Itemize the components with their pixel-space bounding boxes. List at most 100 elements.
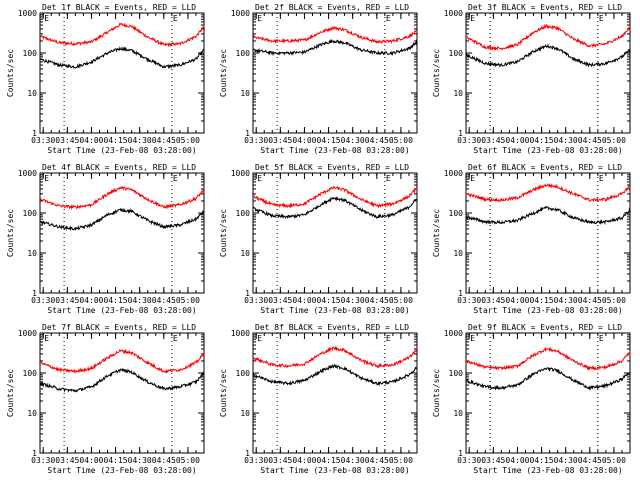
x-tick-label: 04:30 [554, 296, 578, 305]
plot-frame [252, 12, 418, 134]
x-tick-label: 04:00 [79, 456, 103, 465]
x-tick-label: 03:45 [55, 456, 79, 465]
x-tick-label: 04:30 [554, 456, 578, 465]
x-tick-label: 03:30 [457, 456, 481, 465]
y-tick-label: 1000 [18, 169, 37, 178]
plot-frame [39, 12, 205, 134]
series-line-lld [252, 185, 418, 209]
y-tick-label: 100 [449, 369, 464, 378]
chart-title: Det 2f BLACK = Events, RED = LLD [255, 3, 409, 12]
plot-frame [39, 332, 205, 454]
x-tick-label: 04:45 [578, 456, 602, 465]
y-tick-label: 100 [23, 49, 38, 58]
x-tick-label: 04:30 [341, 456, 365, 465]
y-tick-label: 1 [32, 289, 37, 298]
series-line-events [465, 205, 631, 226]
y-tick-label: 100 [449, 49, 464, 58]
y-tick-label: 1000 [18, 329, 37, 338]
y-tick-label: 1000 [231, 9, 250, 18]
x-tick-label: 03:45 [55, 136, 79, 145]
x-tick-label: 03:30 [31, 456, 55, 465]
y-tick-label: 1000 [444, 9, 463, 18]
event-marker-label: E [257, 14, 262, 23]
y-tick-label: 10 [240, 409, 250, 418]
x-tick-label: 04:45 [365, 296, 389, 305]
event-marker-label: E [44, 174, 49, 183]
event-marker-label: E [173, 14, 178, 23]
y-tick-label: 10 [27, 249, 37, 258]
x-tick-label: 04:15 [317, 456, 341, 465]
x-tick-label: 03:30 [244, 296, 268, 305]
y-tick-label: 1000 [231, 329, 250, 338]
y-axis-label: Counts/sec [432, 369, 441, 417]
series-line-events [252, 363, 418, 387]
y-axis-label: Counts/sec [219, 209, 228, 257]
series-line-lld [465, 183, 631, 203]
y-axis-label: Counts/sec [6, 49, 15, 97]
chart-title: Det 5f BLACK = Events, RED = LLD [255, 163, 409, 172]
x-tick-label: 04:15 [530, 296, 554, 305]
event-marker-label: E [470, 334, 475, 343]
y-tick-label: 10 [453, 89, 463, 98]
y-tick-label: 1000 [444, 329, 463, 338]
x-tick-label: 04:00 [292, 136, 316, 145]
y-tick-label: 1000 [444, 169, 463, 178]
y-tick-label: 100 [236, 369, 251, 378]
x-tick-label: 03:30 [457, 136, 481, 145]
series-line-lld [465, 23, 631, 51]
x-tick-label: 04:15 [104, 296, 128, 305]
y-tick-label: 1 [32, 129, 37, 138]
x-tick-label: 05:00 [389, 136, 413, 145]
x-axis-label: Start Time (23-Feb-08 03:28:00) [473, 466, 622, 475]
x-tick-label: 05:00 [389, 456, 413, 465]
x-tick-label: 04:30 [341, 136, 365, 145]
series-line-events [252, 195, 418, 220]
y-tick-label: 100 [236, 49, 251, 58]
event-marker-label: E [599, 334, 604, 343]
y-axis-label: Counts/sec [219, 49, 228, 97]
x-tick-label: 04:30 [128, 456, 152, 465]
x-tick-label: 04:15 [530, 456, 554, 465]
chart-title: Det 1f BLACK = Events, RED = LLD [42, 3, 196, 12]
x-tick-label: 03:30 [457, 296, 481, 305]
x-tick-label: 05:00 [389, 296, 413, 305]
x-tick-label: 05:00 [602, 136, 626, 145]
x-tick-label: 05:00 [176, 136, 200, 145]
x-axis-label: Start Time (23-Feb-08 03:28:00) [47, 146, 196, 155]
y-tick-label: 1 [245, 289, 250, 298]
x-axis-label: Start Time (23-Feb-08 03:28:00) [47, 466, 196, 475]
event-marker-label: E [257, 174, 262, 183]
y-tick-label: 10 [453, 249, 463, 258]
y-axis-label: Counts/sec [6, 369, 15, 417]
y-tick-label: 1 [245, 449, 250, 458]
x-tick-label: 04:45 [152, 136, 176, 145]
chart-panel-4: Det 4f BLACK = Events, RED = LLD 1 10 100 10… [6, 163, 205, 315]
chart-title: Det 8f BLACK = Events, RED = LLD [255, 323, 409, 332]
plot-frame [465, 12, 631, 134]
x-tick-label: 04:30 [341, 296, 365, 305]
y-tick-label: 10 [240, 249, 250, 258]
x-tick-label: 03:45 [481, 136, 505, 145]
y-tick-label: 1 [245, 129, 250, 138]
x-tick-label: 05:00 [602, 456, 626, 465]
x-tick-label: 04:00 [505, 456, 529, 465]
chart-title: Det 4f BLACK = Events, RED = LLD [42, 163, 196, 172]
plot-frame [465, 172, 631, 294]
y-tick-label: 1 [458, 449, 463, 458]
x-tick-label: 04:00 [505, 136, 529, 145]
series-line-events [39, 207, 205, 232]
x-tick-label: 03:45 [268, 136, 292, 145]
x-axis-label: Start Time (23-Feb-08 03:28:00) [473, 146, 622, 155]
series-line-lld [252, 345, 418, 369]
x-tick-label: 04:00 [292, 456, 316, 465]
x-tick-label: 03:30 [31, 136, 55, 145]
y-tick-label: 1000 [18, 9, 37, 18]
x-tick-label: 05:00 [602, 296, 626, 305]
x-axis-label: Start Time (23-Feb-08 03:28:00) [473, 306, 622, 315]
x-axis-label: Start Time (23-Feb-08 03:28:00) [260, 146, 409, 155]
x-tick-label: 04:00 [79, 296, 103, 305]
plot-frame [252, 172, 418, 294]
x-axis-label: Start Time (23-Feb-08 03:28:00) [47, 306, 196, 315]
x-tick-label: 03:45 [268, 296, 292, 305]
x-tick-label: 03:30 [31, 296, 55, 305]
